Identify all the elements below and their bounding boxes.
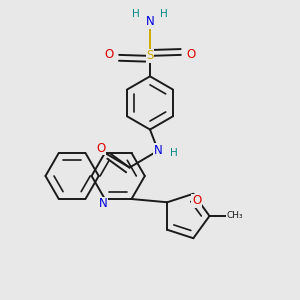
Text: O: O <box>187 48 196 62</box>
Text: H: H <box>160 9 167 19</box>
Text: N: N <box>99 197 108 210</box>
Text: H: H <box>170 148 178 158</box>
Text: N: N <box>146 15 154 28</box>
Text: O: O <box>96 142 106 154</box>
Text: O: O <box>104 48 113 62</box>
Text: N: N <box>154 143 163 157</box>
Text: O: O <box>192 194 201 207</box>
Text: H: H <box>133 9 140 19</box>
Text: CH₃: CH₃ <box>226 212 243 220</box>
Text: S: S <box>146 50 154 62</box>
